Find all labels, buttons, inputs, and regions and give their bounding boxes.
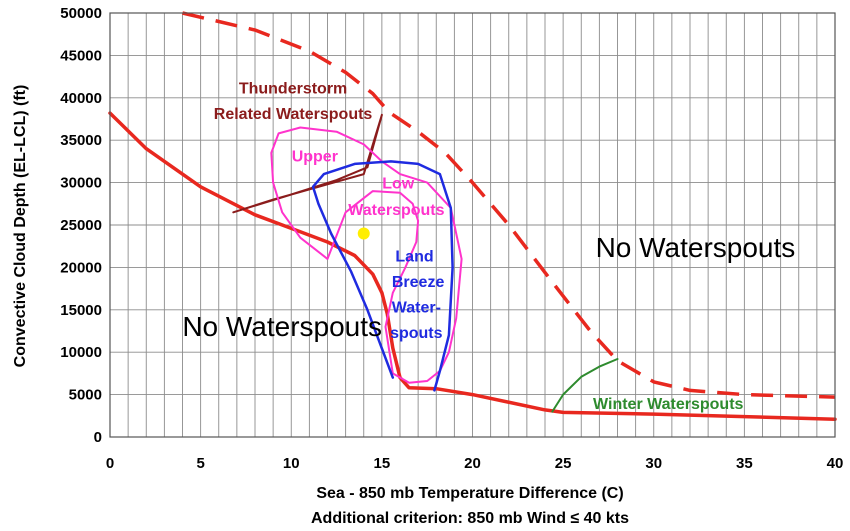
winter-label-label: Winter Waterspouts xyxy=(593,396,743,413)
low-label-label: Low xyxy=(382,176,415,193)
winter-waterspouts-boundary-line xyxy=(551,358,619,413)
y-tick-label: 5000 xyxy=(69,387,102,404)
y-tick-label: 45000 xyxy=(60,47,102,64)
thunderstorm-line1-label: Thunderstorm xyxy=(239,81,347,98)
x-axis-criterion-note: Additional criterion: 850 mb Wind ≤ 40 k… xyxy=(311,510,629,527)
x-tick-label: 20 xyxy=(464,455,481,472)
land-label-label: Land xyxy=(395,248,433,265)
x-axis-title: Sea - 850 mb Temperature Difference (C) xyxy=(316,485,623,502)
upper-low-waterspouts-region-line xyxy=(270,126,463,384)
y-tick-label: 10000 xyxy=(60,344,102,361)
plot-border xyxy=(109,12,836,438)
yellow-dot-marker xyxy=(357,227,370,240)
no-waterspouts-left-label: No Waterspouts xyxy=(182,311,382,342)
x-tick-label: 0 xyxy=(106,455,114,472)
grid-lines xyxy=(109,12,836,438)
x-tick-label: 5 xyxy=(196,455,204,472)
thunderstorm-line2-label: Related Waterspouts xyxy=(214,106,373,123)
annotation-layer: No Waterspouts No Waterspouts Thunderstorm… xyxy=(182,81,795,413)
marker-layer xyxy=(357,227,370,240)
y-tick-label: 30000 xyxy=(60,175,102,192)
spouts-label-label: spouts xyxy=(390,325,443,342)
y-tick-label: 25000 xyxy=(60,217,102,234)
x-tick-label: 40 xyxy=(827,455,844,472)
y-tick-label: 35000 xyxy=(60,132,102,149)
y-tick-label: 20000 xyxy=(60,259,102,276)
y-tick-labels: 0 5000 10000 15000 20000 25000 30000 35000 40000… xyxy=(60,5,102,446)
x-tick-label: 15 xyxy=(374,455,391,472)
x-tick-label: 35 xyxy=(736,455,753,472)
y-tick-label: 50000 xyxy=(60,5,102,22)
water-label-label: Water- xyxy=(392,299,441,316)
x-tick-labels: 0 5 10 15 20 25 30 35 40 xyxy=(106,455,844,472)
x-tick-label: 25 xyxy=(555,455,572,472)
thunderstorm-region-line xyxy=(232,113,383,214)
breeze-label-label: Breeze xyxy=(392,274,445,291)
y-tick-label: 0 xyxy=(94,429,102,446)
y-axis-title: Convective Cloud Depth (EL-LCL) (ft) xyxy=(12,85,29,368)
land-breeze-waterspouts-region-line xyxy=(311,160,454,392)
lower-boundary-line xyxy=(108,111,837,421)
x-tick-label: 10 xyxy=(283,455,300,472)
upper-boundary-dashed-line xyxy=(182,11,836,399)
y-tick-label: 15000 xyxy=(60,302,102,319)
waterspouts-label-label: Waterspouts xyxy=(348,202,444,219)
series-layer xyxy=(108,11,837,421)
x-tick-label: 30 xyxy=(645,455,662,472)
upper-label-label: Upper xyxy=(292,148,338,165)
no-waterspouts-right-label: No Waterspouts xyxy=(596,232,796,263)
y-tick-label: 40000 xyxy=(60,90,102,107)
